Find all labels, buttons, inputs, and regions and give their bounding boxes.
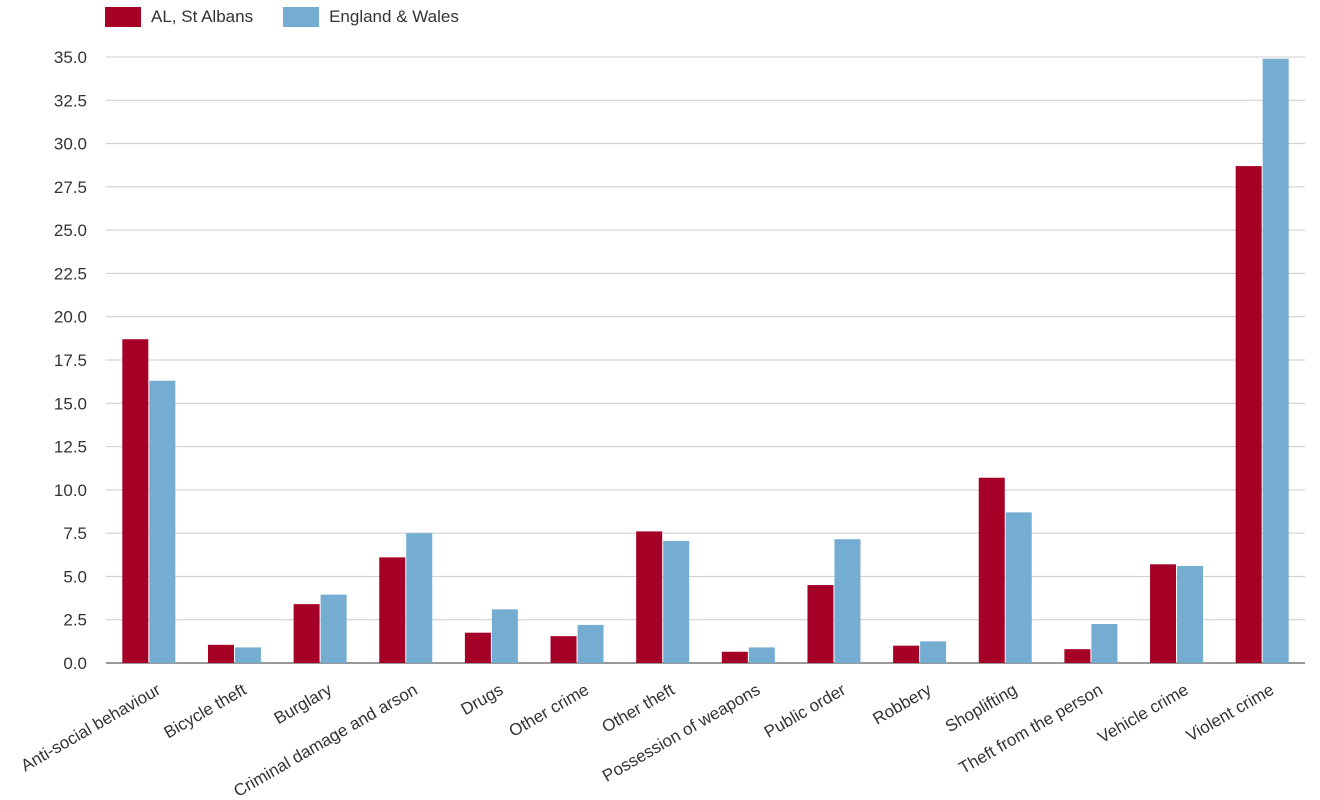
- bar-england-wales[interactable]: [320, 594, 347, 663]
- bar-england-wales[interactable]: [1262, 58, 1289, 663]
- bar-st-albans[interactable]: [893, 645, 920, 663]
- x-category-label: Other crime: [506, 680, 592, 741]
- bar-st-albans[interactable]: [721, 651, 748, 663]
- bar-england-wales[interactable]: [149, 380, 176, 663]
- bar-st-albans[interactable]: [379, 557, 406, 663]
- bar-st-albans[interactable]: [550, 636, 577, 663]
- y-tick-label: 10.0: [54, 481, 87, 500]
- legend: AL, St Albans England & Wales: [105, 7, 489, 27]
- bar-st-albans[interactable]: [122, 339, 149, 663]
- y-tick-label: 17.5: [54, 351, 87, 370]
- legend-swatch-england-wales: [283, 7, 320, 27]
- bar-england-wales[interactable]: [1091, 624, 1118, 663]
- x-category-label: Other theft: [599, 680, 678, 737]
- x-category-label: Violent crime: [1183, 680, 1277, 745]
- x-category-label: Anti-social behaviour: [18, 680, 164, 776]
- y-tick-label: 7.5: [63, 524, 87, 543]
- legend-swatch-st-albans: [105, 7, 141, 27]
- bar-st-albans[interactable]: [207, 644, 234, 663]
- x-category-label: Burglary: [271, 680, 336, 728]
- legend-item-england-wales[interactable]: England & Wales: [283, 7, 459, 27]
- bar-st-albans[interactable]: [636, 531, 663, 663]
- y-tick-label: 30.0: [54, 135, 87, 154]
- y-tick-label: 32.5: [54, 91, 87, 110]
- bar-england-wales[interactable]: [234, 647, 261, 663]
- y-tick-label: 22.5: [54, 264, 87, 283]
- bar-england-wales[interactable]: [748, 647, 775, 663]
- x-category-label: Shoplifting: [942, 680, 1020, 736]
- legend-item-st-albans[interactable]: AL, St Albans: [105, 7, 253, 27]
- bar-england-wales[interactable]: [663, 540, 690, 663]
- y-tick-label: 25.0: [54, 221, 87, 240]
- x-category-label: Bicycle theft: [161, 680, 250, 742]
- x-category-label: Theft from the person: [956, 680, 1106, 778]
- y-tick-label: 5.0: [63, 567, 87, 586]
- x-category-label: Vehicle crime: [1094, 680, 1191, 747]
- bar-st-albans[interactable]: [293, 604, 320, 663]
- bar-england-wales[interactable]: [1177, 566, 1204, 663]
- y-tick-label: 0.0: [63, 654, 87, 673]
- y-tick-label: 2.5: [63, 611, 87, 630]
- bar-st-albans[interactable]: [1150, 564, 1177, 663]
- bar-england-wales[interactable]: [1005, 512, 1032, 663]
- bar-england-wales[interactable]: [834, 539, 861, 663]
- x-category-label: Public order: [761, 680, 849, 742]
- y-tick-label: 12.5: [54, 438, 87, 457]
- x-category-label: Robbery: [869, 680, 935, 729]
- bar-st-albans[interactable]: [464, 632, 491, 663]
- x-category-label: Drugs: [458, 680, 507, 719]
- bar-st-albans[interactable]: [978, 477, 1005, 663]
- y-tick-label: 20.0: [54, 308, 87, 327]
- legend-label-england-wales: England & Wales: [329, 7, 459, 26]
- y-tick-label: 35.0: [54, 48, 87, 67]
- y-tick-label: 15.0: [54, 394, 87, 413]
- bar-st-albans[interactable]: [807, 585, 834, 663]
- bar-england-wales[interactable]: [406, 533, 433, 663]
- bar-england-wales[interactable]: [920, 641, 947, 663]
- bar-st-albans[interactable]: [1235, 166, 1262, 663]
- bar-england-wales[interactable]: [577, 624, 604, 663]
- bar-st-albans[interactable]: [1064, 649, 1091, 663]
- x-category-label: Possession of weapons: [599, 680, 763, 786]
- bar-england-wales[interactable]: [491, 609, 518, 663]
- y-tick-label: 27.5: [54, 178, 87, 197]
- legend-label-st-albans: AL, St Albans: [151, 7, 254, 26]
